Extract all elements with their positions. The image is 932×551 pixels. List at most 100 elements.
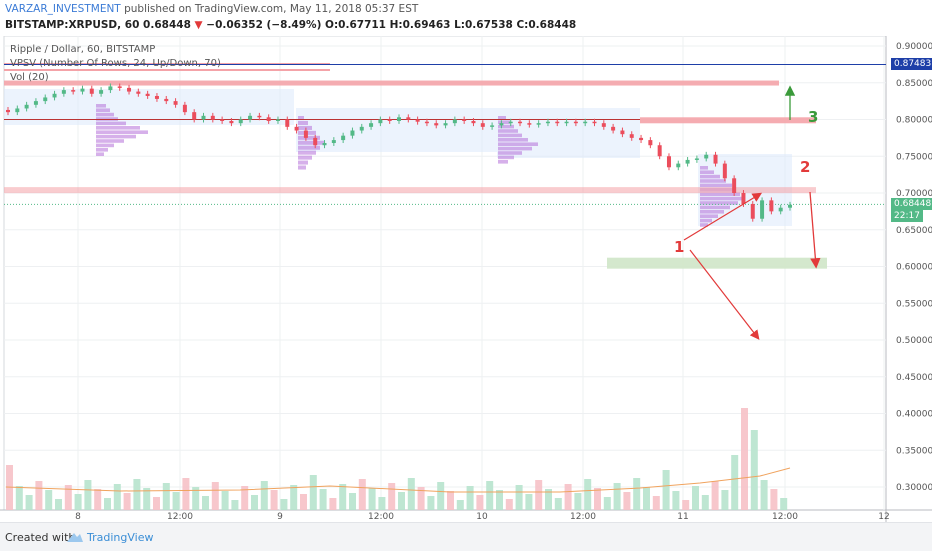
candle-body [397,117,401,121]
x-tick-label: 12:00 [167,512,193,522]
candle-body [471,120,476,124]
x-tick-label: 12:00 [772,512,798,522]
y-tick-label: 0.85000 [896,79,932,89]
volume-bar [466,486,474,510]
countdown-tag: 22:17 [891,210,923,222]
candle-body [564,121,569,124]
volume-bar [594,488,601,510]
volume-bar [584,479,592,510]
volume-bar [133,479,141,510]
author-link[interactable]: VARZAR_INVESTMENT [5,3,121,15]
price-chart[interactable]: 0.90000 0.85000 0.80000 0.75000 0.70000 0.650… [0,36,932,522]
candle-body [182,104,187,113]
annotation-label-3: 3 [808,108,819,126]
volume-profile-bar [700,218,712,223]
volume-bar [74,494,82,510]
volume-bar [554,498,562,510]
volume-bar [221,491,229,510]
volume-bar [182,478,190,510]
price-change: −0.06352 (−8.49%) [206,19,322,31]
support-zone-060 [607,257,827,269]
candle-body [275,119,280,121]
candle-body [378,119,383,124]
volume-profile-bar [96,104,106,108]
volume-profile-bar [96,108,110,112]
candle-body [201,115,206,120]
volume-bar [417,487,425,510]
x-tick-label: 9 [277,512,283,522]
volume-bar [760,480,768,510]
volume-bar [741,408,748,510]
candle-body [760,200,765,219]
y-tick-label: 0.50000 [896,336,932,346]
candle-body [536,123,541,125]
candle-body [518,121,523,124]
volume-bar [623,492,631,510]
volume-bar [113,484,121,510]
candle-body [108,86,113,91]
volume-bar [564,484,572,510]
candle-body [480,123,485,127]
volume-bar [64,485,72,510]
volume-profile-bar [298,160,308,165]
volume-bar [94,489,102,510]
volume-profile-bar [96,121,126,126]
resistance-line-b [4,69,330,71]
volume-bar [290,485,298,510]
volume-bar [770,489,778,510]
candle-body [294,126,299,131]
candle-body [127,87,132,92]
candle-body [15,108,20,113]
x-tick-label: 8 [75,512,81,522]
candle-body [52,93,57,98]
candle-body [508,121,513,124]
volume-bar [329,498,337,510]
candle-body [43,97,48,102]
x-tick-label: 10 [476,512,488,522]
blue-line-price-tag: 0.87483 [891,58,932,70]
volume-profile-bar [96,148,108,152]
vpsv-indicator-label[interactable]: VPSV (Number Of Rows, 24, Up/Down, 70) [10,58,221,69]
candle-body [676,163,681,168]
volume-profile-bar [298,140,324,145]
candle-body [620,130,625,135]
candle-body [415,119,420,122]
candle-body [164,98,169,102]
volume-bar [368,488,376,510]
candle-body [322,143,327,146]
volume-profile-bar [498,146,532,151]
volume-profile-bar [700,174,720,179]
volume-bar [172,492,180,510]
volume-profile-box [497,108,640,158]
volume-profile-box [296,108,497,152]
candle-body [210,115,215,120]
candle-body [424,121,429,124]
volume-bar [711,481,719,510]
volume-indicator-label[interactable]: Vol (20) [10,72,49,83]
volume-profile-bar [700,201,738,205]
candle-body [732,178,737,193]
volume-bar [545,489,552,510]
volume-ma-line [5,467,791,493]
candle-body [350,130,355,136]
y-tick-label: 0.80000 [896,116,932,126]
x-tick-label: 12 [878,512,889,522]
candle-body [443,123,448,126]
volume-profile-bar [498,133,522,138]
y-tick-label: 0.65000 [896,226,932,236]
y-tick-label: 0.75000 [896,152,932,162]
ohlc-values: O:0.67711 H:0.69463 L:0.67538 C:0.68448 [325,19,577,31]
volume-bar [535,480,543,510]
volume-bar [251,495,258,510]
y-tick-label: 0.60000 [896,263,932,273]
tradingview-brand-link[interactable]: TradingView [87,531,154,544]
volume-profile-bar [498,142,538,146]
volume-bar [143,488,151,510]
volume-bar [231,500,239,510]
candle-body [248,115,253,120]
volume-bar [300,494,307,510]
volume-bar [123,493,131,510]
candle-body [694,158,699,160]
candle-body [285,119,290,127]
candle-body [173,101,178,105]
